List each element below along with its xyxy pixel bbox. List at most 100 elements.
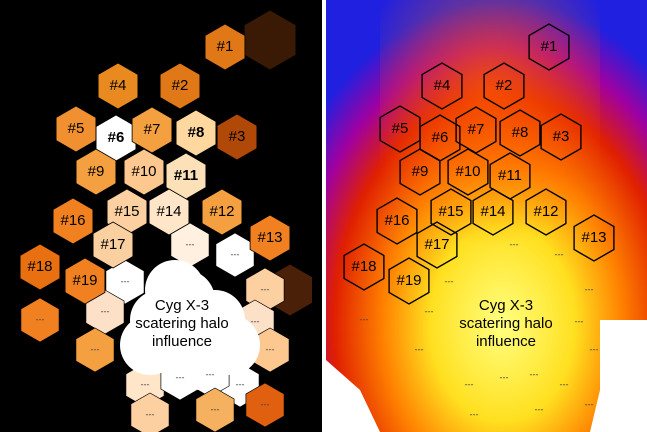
dash-label: --- <box>535 404 544 414</box>
cell-label: #1 <box>217 38 234 55</box>
dash-label: --- <box>186 239 195 249</box>
cell <box>416 221 458 269</box>
cell <box>243 9 297 71</box>
cell-label: #8 <box>188 124 205 141</box>
dash-label: --- <box>36 314 45 324</box>
cell-label: #6 <box>432 129 449 146</box>
cell-label: #4 <box>110 77 127 94</box>
dash-label: --- <box>261 399 270 409</box>
dash-label: --- <box>575 316 584 326</box>
cell <box>540 113 582 161</box>
cell-label: #2 <box>172 77 189 94</box>
cell <box>249 214 291 262</box>
cell <box>195 387 235 432</box>
cell-label: #15 <box>438 203 463 220</box>
halo-label: influence <box>152 333 212 350</box>
cell-label: #14 <box>480 203 505 220</box>
cell <box>525 188 567 236</box>
cell-label: #19 <box>396 272 421 289</box>
cell <box>131 106 173 154</box>
cell <box>97 62 139 110</box>
cell <box>573 214 615 262</box>
dash-label: --- <box>360 314 369 324</box>
cell <box>388 257 430 305</box>
cell-label: #4 <box>434 77 451 94</box>
dash-label: --- <box>146 409 155 419</box>
cell-label: #10 <box>131 163 156 180</box>
cell-label: #5 <box>392 120 409 137</box>
dash-label: --- <box>101 306 110 316</box>
dash-label: --- <box>585 399 594 409</box>
cell-label: #12 <box>209 203 234 220</box>
cell-label: #3 <box>553 128 570 145</box>
halo-blob <box>145 260 205 320</box>
cell-label: #9 <box>412 163 429 180</box>
dash-label: --- <box>206 369 215 379</box>
dash-label: --- <box>585 284 594 294</box>
cell-label: #16 <box>384 212 409 229</box>
cell <box>175 109 217 157</box>
cell-label: #10 <box>455 163 480 180</box>
cell <box>92 221 134 269</box>
cell <box>343 243 385 291</box>
halo-label: scatering halo <box>459 315 552 332</box>
cell-label: #8 <box>512 124 529 141</box>
cell-label: #7 <box>144 121 161 138</box>
cell-label: #18 <box>351 258 376 275</box>
dash-label: --- <box>261 284 270 294</box>
cell-label: #11 <box>498 167 522 184</box>
cell <box>148 188 190 236</box>
dash-label: --- <box>141 379 150 389</box>
halo-label: Cyg X-3 <box>155 297 209 314</box>
cell <box>105 259 145 305</box>
cell <box>528 23 570 71</box>
cell <box>430 188 472 236</box>
cell <box>159 62 201 110</box>
dash-label: --- <box>555 249 564 259</box>
cell-label: #2 <box>496 77 513 94</box>
dash-label: --- <box>445 276 454 286</box>
cell <box>19 243 61 291</box>
cell-label: #7 <box>468 121 485 138</box>
cell <box>421 62 463 110</box>
cell <box>216 113 258 161</box>
dash-label: --- <box>500 372 509 382</box>
cell-label: #13 <box>581 229 606 246</box>
cell <box>75 327 115 373</box>
dash-label: --- <box>121 276 130 286</box>
cell <box>376 197 418 245</box>
dash-label: --- <box>176 372 185 382</box>
dash-label: --- <box>560 379 569 389</box>
cell <box>245 382 285 428</box>
cell <box>20 297 60 343</box>
dash-label: --- <box>510 239 519 249</box>
cell <box>130 392 170 432</box>
cell <box>64 257 106 305</box>
dash-label: --- <box>425 306 434 316</box>
halo-label: influence <box>476 333 536 350</box>
cell-label: #16 <box>60 212 85 229</box>
cell <box>52 197 94 245</box>
halo-label: Cyg X-3 <box>479 297 533 314</box>
cells-layer: #1 #2 #3 #4 #5 #6 #7 #8 #9 #10 #11 #12 #13 #14 #15 #16 #… <box>19 9 615 432</box>
cell <box>399 148 441 196</box>
cell-label: #15 <box>114 203 139 220</box>
cell-label: #6 <box>108 129 125 146</box>
dash-label: --- <box>251 316 260 326</box>
halo-blob <box>170 330 230 390</box>
dash-label: --- <box>470 409 479 419</box>
cell-label: #14 <box>156 203 181 220</box>
cell-label: #3 <box>229 128 246 145</box>
cell <box>472 188 514 236</box>
dash-label: --- <box>236 379 245 389</box>
dash-label: --- <box>530 369 539 379</box>
cell <box>123 148 165 196</box>
dash-label: --- <box>266 344 275 354</box>
cell <box>447 148 489 196</box>
cell <box>483 62 525 110</box>
halo-label: scatering halo <box>135 315 228 332</box>
cell-label: #5 <box>68 120 85 137</box>
cell <box>379 105 421 153</box>
dash-label: --- <box>590 344 599 354</box>
